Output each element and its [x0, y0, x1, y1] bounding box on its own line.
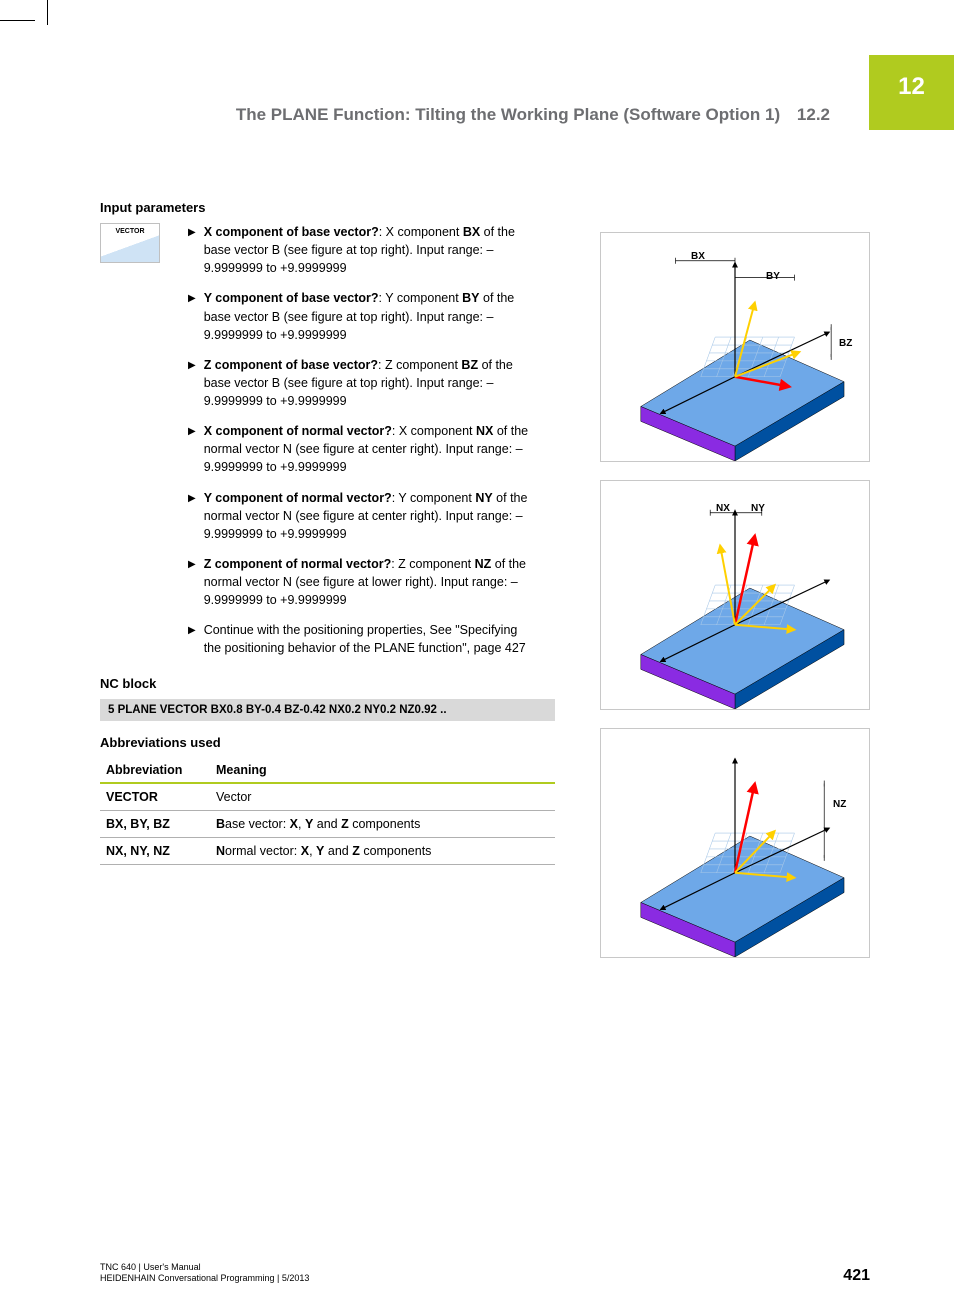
- parameter-item: ▶ Y component of normal vector?: Y compon…: [188, 489, 533, 543]
- footer-text: TNC 640 | User's Manual HEIDENHAIN Conve…: [100, 1262, 309, 1285]
- page-footer: TNC 640 | User's Manual HEIDENHAIN Conve…: [100, 1262, 870, 1285]
- parameter-text: Z component of base vector?: Z component…: [204, 356, 533, 410]
- parameter-text: X component of normal vector?: X compone…: [204, 422, 533, 476]
- parameter-text: Z component of normal vector?: Z compone…: [204, 555, 533, 609]
- bullet-arrow-icon: ▶: [188, 226, 196, 241]
- label-nz: NZ: [833, 799, 846, 810]
- section-header: The PLANE Function: Tilting the Working …: [100, 105, 830, 125]
- input-parameters-heading: Input parameters: [100, 200, 870, 215]
- parameter-item: ▶ Z component of normal vector?: Z compon…: [188, 555, 533, 609]
- abbreviations-table: Abbreviation Meaning VECTORVectorBX, BY,…: [100, 758, 555, 865]
- bullet-arrow-icon: ▶: [188, 359, 196, 374]
- table-row: BX, BY, BZBase vector: X, Y and Z compon…: [100, 810, 555, 837]
- label-bz: BZ: [839, 338, 852, 349]
- footer-line1: TNC 640 | User's Manual: [100, 1262, 309, 1274]
- meaning-cell: Normal vector: X, Y and Z components: [210, 837, 555, 864]
- footer-line2: HEIDENHAIN Conversational Programming | …: [100, 1273, 309, 1285]
- parameter-item: ▶ X component of base vector?: X componen…: [188, 223, 533, 277]
- label-by: BY: [766, 271, 780, 282]
- parameter-text: X component of base vector?: X component…: [204, 223, 533, 277]
- figures-column: BX BY BZ NX NY NZ: [600, 232, 870, 976]
- table-header: Meaning: [210, 758, 555, 783]
- meaning-cell: Vector: [210, 783, 555, 811]
- parameter-list: ▶ X component of base vector?: X componen…: [188, 223, 533, 670]
- abbr-cell: BX, BY, BZ: [100, 810, 210, 837]
- parameter-item: ▶ Y component of base vector?: Y componen…: [188, 289, 533, 343]
- table-row: NX, NY, NZNormal vector: X, Y and Z comp…: [100, 837, 555, 864]
- bullet-arrow-icon: ▶: [188, 425, 196, 440]
- page-number: 421: [843, 1267, 870, 1285]
- bullet-arrow-icon: ▶: [188, 624, 196, 639]
- figure-normal-vector-z: NZ: [600, 728, 870, 958]
- figure-base-vector: BX BY BZ: [600, 232, 870, 462]
- label-ny: NY: [751, 503, 765, 514]
- parameter-text: Y component of normal vector?: Y compone…: [204, 489, 533, 543]
- crop-mark: [47, 0, 48, 25]
- chapter-tab: 12: [869, 55, 954, 130]
- page-content: Input parameters VECTOR ▶ X component of …: [100, 200, 870, 865]
- parameter-item: ▶ Continue with the positioning propertie…: [188, 621, 533, 657]
- header-section-number: 12.2: [797, 105, 830, 124]
- table-header: Abbreviation: [100, 758, 210, 783]
- figure-normal-vector-xy: NX NY: [600, 480, 870, 710]
- parameter-text: Y component of base vector?: Y component…: [204, 289, 533, 343]
- table-row: VECTORVector: [100, 783, 555, 811]
- parameter-text: Continue with the positioning properties…: [204, 621, 533, 657]
- bullet-arrow-icon: ▶: [188, 292, 196, 307]
- bullet-arrow-icon: ▶: [188, 558, 196, 573]
- parameter-item: ▶ X component of normal vector?: X compon…: [188, 422, 533, 476]
- meaning-cell: Base vector: X, Y and Z components: [210, 810, 555, 837]
- abbr-cell: NX, NY, NZ: [100, 837, 210, 864]
- nc-code: 5 PLANE VECTOR BX0.8 BY-0.4 BZ-0.42 NX0.…: [100, 699, 555, 721]
- vector-icon: VECTOR: [100, 223, 160, 263]
- header-title: The PLANE Function: Tilting the Working …: [236, 105, 780, 124]
- bullet-arrow-icon: ▶: [188, 492, 196, 507]
- crop-mark: [0, 20, 35, 21]
- parameter-item: ▶ Z component of base vector?: Z componen…: [188, 356, 533, 410]
- label-nx: NX: [716, 503, 730, 514]
- label-bx: BX: [691, 251, 705, 262]
- abbr-cell: VECTOR: [100, 783, 210, 811]
